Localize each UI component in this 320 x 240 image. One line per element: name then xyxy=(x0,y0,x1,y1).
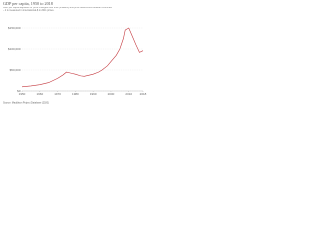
y-tick-label: $100,000 xyxy=(8,47,21,51)
x-tick-label: 1950 xyxy=(19,92,26,96)
x-tick-label: 1990 xyxy=(90,92,97,96)
x-tick-label: 1960 xyxy=(36,92,43,96)
x-tick-label: 1980 xyxy=(72,92,79,96)
source: Source: Maddison Project Database (2020) xyxy=(3,102,49,105)
x-tick-label: 2000 xyxy=(108,92,115,96)
x-tick-label: 2018 xyxy=(140,92,147,96)
chart: GDP per capita, 1950 to 2018 GDP per cap… xyxy=(3,1,147,105)
x-tick-label: 2010 xyxy=(125,92,132,96)
chart-subtitle: GDP per capita adjusted for price change… xyxy=(3,7,112,12)
y-tick-label: $0 xyxy=(17,89,21,93)
chart-title: GDP per capita, 1950 to 2018 xyxy=(3,1,53,7)
y-tick-label: $150,000 xyxy=(8,26,21,30)
series-line xyxy=(21,27,144,88)
x-tick-label: 1970 xyxy=(54,92,61,96)
y-tick-label: $50,000 xyxy=(10,68,21,72)
subtitle-box: GDP per capita adjusted for price change… xyxy=(3,7,112,12)
